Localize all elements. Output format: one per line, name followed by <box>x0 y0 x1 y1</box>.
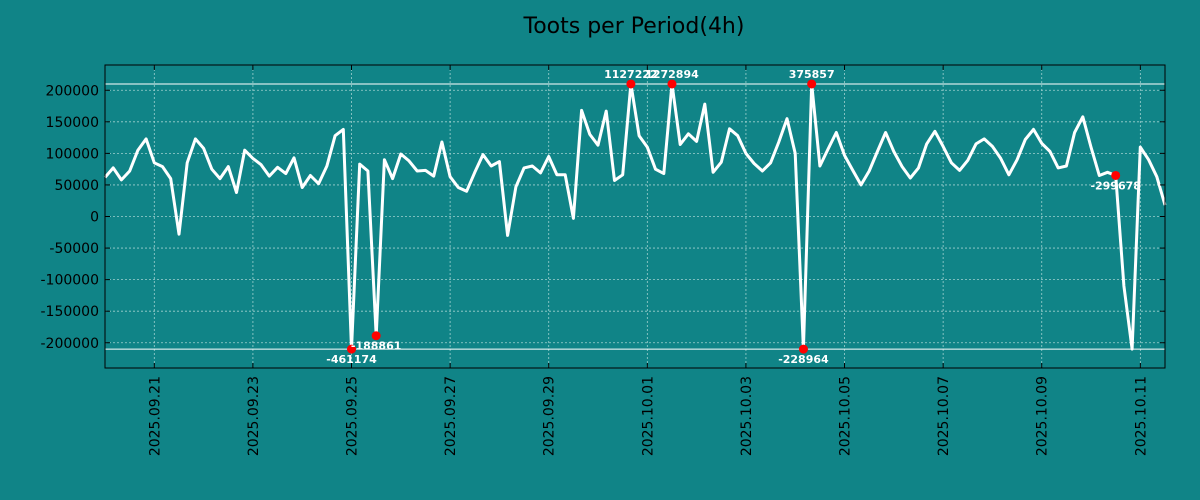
y-tick-label: 0 <box>90 210 99 226</box>
outlier-markers <box>347 79 1121 354</box>
outlier-marker <box>1111 170 1121 180</box>
chart-title: Toots per Period(4h) <box>523 14 745 39</box>
series-group <box>103 82 1167 351</box>
y-tick-label: 50000 <box>54 178 99 194</box>
plot-frame <box>104 64 1166 369</box>
x-tick-label: 2025.10.09 <box>1035 376 1051 456</box>
grid-lines <box>105 65 1165 368</box>
axes: 200000 150000 100000 50000 0 -50000 -100000 -15… <box>41 64 1166 456</box>
outlier-marker <box>798 344 808 354</box>
outlier-label: -228964 <box>778 353 829 366</box>
y-tick-label: -200000 <box>41 336 100 352</box>
x-tick-label: 2025.09.27 <box>443 376 459 456</box>
x-tick-label: 2025.10.07 <box>936 376 952 456</box>
y-tick-label: -150000 <box>41 304 100 320</box>
x-tick-label: 2025.09.21 <box>147 376 163 456</box>
outlier-label: -461174 <box>326 353 377 366</box>
x-tick-label: 2025.09.25 <box>345 376 361 456</box>
y-tick-label: 150000 <box>46 115 99 131</box>
x-tick-label: 2025.10.05 <box>838 376 854 456</box>
outlier-label: 1127222 <box>604 68 658 81</box>
y-tick-label: -50000 <box>49 241 99 257</box>
outlier-marker <box>347 344 357 354</box>
x-tick-label: 2025.09.29 <box>542 376 558 456</box>
outlier-label: -188861 <box>351 340 402 353</box>
series-line-toots <box>103 82 1167 351</box>
y-tick-label: 200000 <box>46 83 99 99</box>
x-tick-label: 2025.10.11 <box>1133 376 1149 456</box>
x-tick-label: 2025.10.03 <box>739 376 755 456</box>
outlier-marker <box>667 79 677 89</box>
y-tick-label: -100000 <box>41 273 100 289</box>
x-tick-label: 2025.10.01 <box>640 376 656 456</box>
y-tick-label: 100000 <box>46 146 99 162</box>
outlier-label: 375857 <box>789 68 835 81</box>
x-tick-label: 2025.09.23 <box>246 376 262 456</box>
outlier-label: -299678 <box>1090 179 1141 192</box>
outlier-label: 1272894 <box>645 68 699 81</box>
outlier-marker <box>371 331 381 341</box>
outlier-marker <box>626 79 636 89</box>
outlier-marker <box>807 79 817 89</box>
